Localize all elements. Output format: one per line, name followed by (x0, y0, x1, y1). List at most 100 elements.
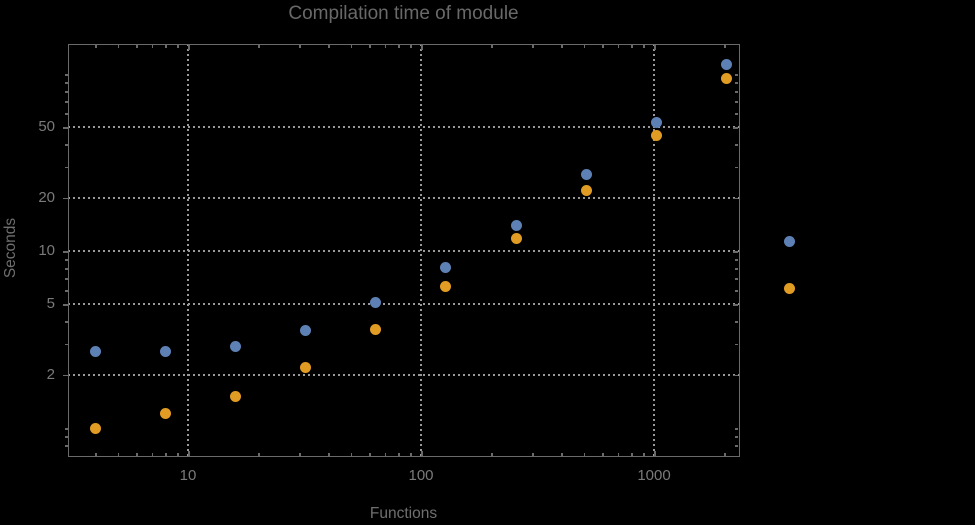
data-point-series-1-x4 (89, 346, 101, 358)
y-major-tick-right-10 (733, 251, 738, 253)
y-minor-tick-right-30 (735, 166, 738, 169)
gridline-x-1000 (653, 44, 655, 456)
y-minor-tick-left-1 (65, 428, 68, 430)
data-point-series-1-x256 (510, 219, 522, 231)
data-point-series-2-x4 (89, 422, 101, 434)
x-minor-tick-bottom-2000 (724, 453, 726, 456)
y-minor-tick-right-0.8 (735, 445, 738, 447)
gridline-x-100 (420, 44, 422, 456)
y-axis-label: Seconds (2, 217, 19, 279)
y-major-tick-left-2 (63, 374, 68, 377)
data-point-series-1-x128 (440, 261, 452, 273)
x-minor-tick-top-80 (398, 45, 400, 48)
gridline-y-5 (68, 303, 739, 306)
x-minor-tick-top-4 (95, 45, 97, 48)
x-minor-tick-top-200 (491, 45, 493, 48)
y-minor-tick-left-40 (65, 144, 68, 146)
y-minor-tick-left-0.8 (65, 445, 68, 447)
x-major-tick-bottom-100 (421, 451, 423, 456)
y-minor-tick-right-100 (735, 74, 738, 76)
data-point-series-1-x16 (230, 340, 242, 352)
x-minor-tick-top-300 (532, 45, 534, 48)
x-minor-tick-bottom-4 (95, 453, 97, 456)
y-minor-tick-left-80 (65, 91, 68, 93)
data-point-series-2-x64 (370, 324, 382, 336)
x-minor-tick-bottom-5 (117, 453, 120, 456)
y-minor-tick-left-3 (65, 343, 68, 346)
x-major-tick-top-10 (188, 45, 190, 50)
x-minor-tick-top-30 (299, 45, 301, 48)
data-point-series-1-x64 (370, 297, 382, 309)
y-major-tick-left-5 (63, 304, 68, 306)
x-minor-tick-bottom-7 (151, 453, 154, 456)
x-minor-tick-bottom-200 (491, 453, 493, 456)
y-minor-tick-left-9 (65, 259, 68, 261)
data-point-series-1-x32 (300, 325, 312, 337)
x-major-tick-bottom-1000 (654, 451, 656, 456)
y-minor-tick-left-100 (65, 74, 68, 76)
y-minor-tick-right-8 (735, 268, 738, 270)
x-minor-tick-top-7 (151, 45, 154, 48)
y-minor-tick-left-6 (65, 290, 68, 292)
data-point-series-1-x2048 (721, 59, 733, 71)
x-tick-label-100: 100 (408, 467, 434, 484)
data-point-series-2-x256 (510, 233, 522, 245)
y-minor-tick-left-30 (65, 166, 68, 169)
y-major-tick-right-50 (733, 127, 738, 129)
y-minor-tick-right-6 (735, 290, 738, 292)
x-minor-tick-top-900 (643, 45, 645, 48)
x-minor-tick-bottom-300 (532, 453, 534, 456)
y-minor-tick-right-3 (735, 343, 738, 346)
x-minor-tick-bottom-50 (350, 453, 353, 456)
x-minor-tick-top-90 (410, 45, 412, 48)
chart-title: Compilation time of module (288, 3, 519, 24)
y-major-tick-left-10 (63, 251, 68, 253)
x-minor-tick-bottom-500 (583, 453, 586, 456)
data-point-series-2-x2048 (721, 73, 733, 85)
x-major-tick-bottom-10 (188, 451, 190, 456)
legend-marker-series-2 (783, 282, 795, 294)
gridline-y-20 (68, 196, 739, 199)
y-minor-tick-left-4 (65, 321, 68, 323)
y-minor-tick-right-90 (735, 82, 738, 84)
x-minor-tick-top-500 (583, 45, 586, 48)
x-minor-tick-top-8 (165, 45, 167, 48)
data-point-series-2-x16 (230, 391, 242, 403)
x-major-tick-top-1000 (654, 45, 656, 50)
y-minor-tick-left-0.9 (65, 436, 68, 438)
data-point-series-1-x1024 (650, 117, 662, 129)
x-minor-tick-top-9 (177, 45, 179, 48)
x-minor-tick-bottom-900 (643, 453, 645, 456)
x-minor-tick-bottom-60 (369, 453, 371, 456)
x-minor-tick-top-800 (631, 45, 633, 48)
data-point-series-2-x1024 (650, 129, 662, 141)
data-point-series-2-x32 (300, 361, 312, 373)
plot-frame (68, 44, 740, 457)
data-point-series-1-x8 (159, 346, 171, 358)
x-minor-tick-top-6 (136, 45, 138, 48)
y-major-tick-right-2 (733, 374, 738, 377)
x-minor-tick-bottom-8 (165, 453, 167, 456)
x-minor-tick-top-60 (369, 45, 371, 48)
y-major-tick-right-20 (733, 197, 738, 200)
y-minor-tick-left-7 (65, 278, 68, 280)
y-minor-tick-left-60 (65, 113, 68, 115)
x-minor-tick-bottom-70 (384, 453, 387, 456)
x-minor-tick-bottom-9 (177, 453, 179, 456)
x-minor-tick-bottom-600 (602, 453, 604, 456)
y-minor-tick-right-1 (735, 428, 738, 430)
y-major-tick-right-5 (733, 304, 738, 306)
gridline-y-50 (68, 126, 739, 129)
y-tick-label-2: 2 (46, 365, 55, 383)
x-minor-tick-top-2000 (724, 45, 726, 48)
data-point-series-1-x512 (580, 169, 592, 181)
gridline-y-10 (68, 250, 739, 252)
x-minor-tick-top-70 (384, 45, 387, 48)
x-minor-tick-top-600 (602, 45, 604, 48)
y-minor-tick-right-40 (735, 144, 738, 146)
x-axis-label: Functions (369, 505, 438, 522)
y-minor-tick-right-80 (735, 91, 738, 93)
y-minor-tick-right-70 (735, 101, 738, 103)
data-point-series-2-x8 (159, 408, 171, 420)
y-tick-label-10: 10 (38, 242, 55, 259)
